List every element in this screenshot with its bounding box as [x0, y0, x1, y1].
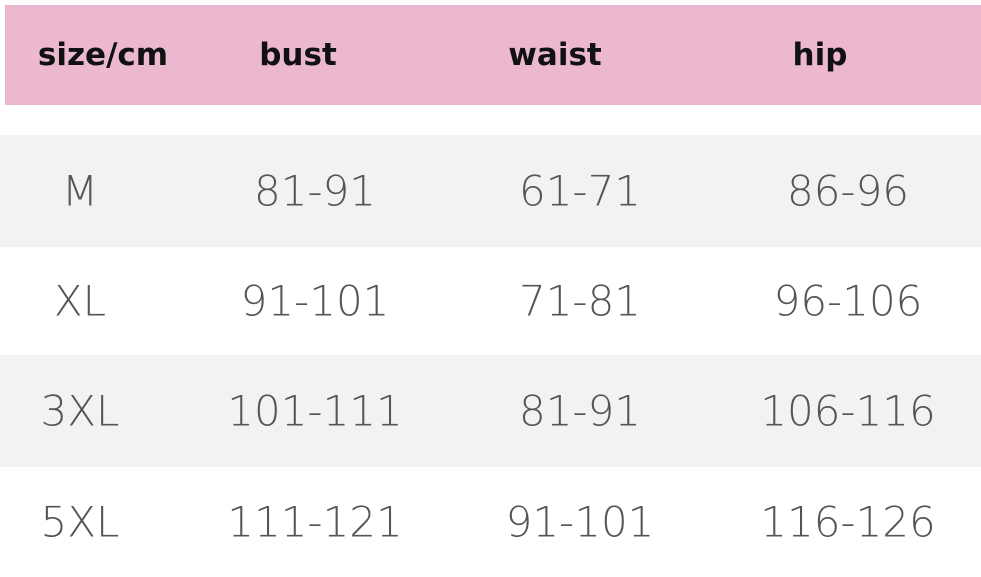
- table-cell: 61-71: [518, 166, 642, 216]
- table-cell: 5XL: [40, 497, 120, 547]
- table-row: M 81-91 61-71 86-96: [0, 135, 981, 247]
- table-cell: 101-111: [227, 386, 403, 436]
- table-cell: 81-91: [518, 386, 642, 436]
- table-cell: 96-106: [773, 276, 923, 326]
- header-cell: hip: [792, 37, 848, 73]
- table-cell: 91-101: [240, 276, 390, 326]
- page: size/cm bust waist hip M 81-91 61-71 86-96 XL 91-…: [0, 5, 981, 547]
- table-cell: 71-81: [518, 276, 642, 326]
- table-row: 3XL 101-111 81-91 106-116: [0, 355, 981, 467]
- table-cell: 86-96: [786, 166, 910, 216]
- table-cell: 116-126: [760, 497, 936, 547]
- table-cell: 3XL: [40, 386, 120, 436]
- table-cell: 91-101: [505, 497, 655, 547]
- table-cell: 106-116: [760, 386, 936, 436]
- header-cell: size/cm: [37, 37, 169, 73]
- header-cell: waist: [508, 37, 602, 73]
- table-cell: 111-121: [227, 497, 403, 547]
- table-cell: XL: [53, 276, 107, 326]
- table-cell: M: [61, 166, 99, 216]
- header-row: size/cm bust waist hip: [5, 5, 981, 105]
- table-row: XL 91-101 71-81 96-106: [0, 247, 981, 355]
- header-cell: bust: [259, 37, 337, 73]
- table-row: 5XL 111-121 91-101 116-126: [0, 467, 981, 577]
- table-cell: 81-91: [253, 166, 377, 216]
